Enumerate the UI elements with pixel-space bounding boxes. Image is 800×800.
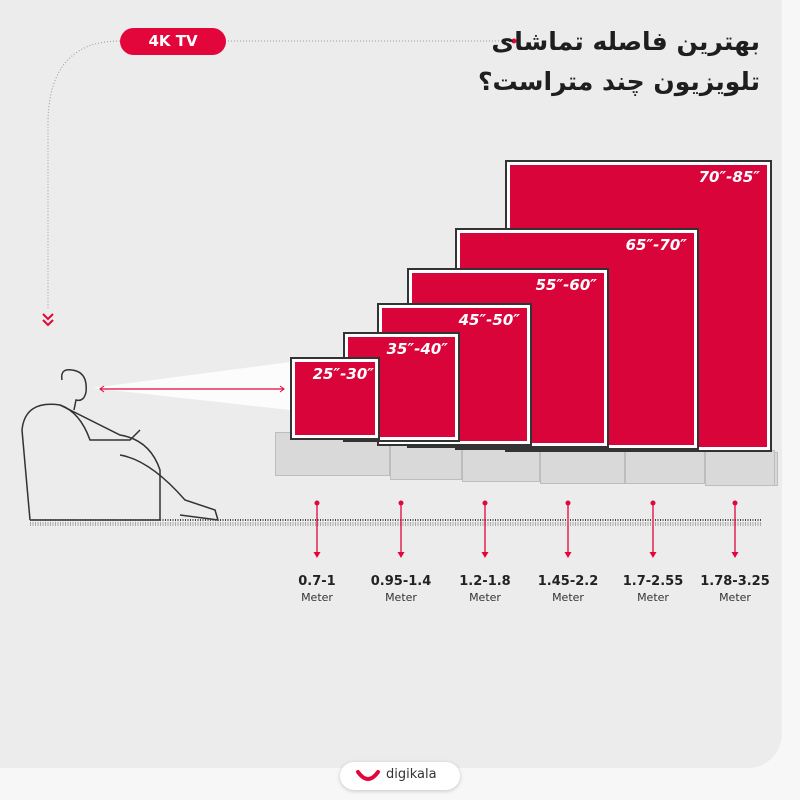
distance-label: 0.7-1 Meter <box>267 574 367 604</box>
distance-arrow <box>313 500 321 558</box>
distance-arrow <box>649 500 657 558</box>
arrow-heads <box>99 385 285 393</box>
distance-unit: Meter <box>469 591 501 604</box>
tv-stand <box>705 450 775 486</box>
title-dot <box>511 38 517 44</box>
distance-label: 1.7-2.55 Meter <box>603 574 703 604</box>
tv-size-label: 70″-85″ <box>698 168 760 186</box>
distance-arrow <box>481 500 489 558</box>
distance-value: 1.2-1.8 <box>459 574 511 589</box>
distance-arrow <box>564 500 572 558</box>
distance-arrow <box>397 500 405 558</box>
distance-label: 1.78-3.25 Meter <box>685 574 785 604</box>
chevron-down-icon <box>42 313 54 327</box>
distance-value: 1.78-3.25 <box>700 574 770 589</box>
tv-size-label: 25″-30″ <box>312 365 374 383</box>
distance-value: 1.45-2.2 <box>537 574 599 589</box>
tv-stand <box>390 442 462 480</box>
distance-value: 0.7-1 <box>298 574 336 589</box>
title-line-2: تلویزیون چند متراست؟ <box>477 67 760 96</box>
4k-tv-badge: 4K TV <box>120 28 226 55</box>
distance-arrows <box>313 500 739 558</box>
tv-25-30: 25″-30″ <box>290 357 380 440</box>
tv-size-label: 55″-60″ <box>535 276 597 294</box>
distance-unit: Meter <box>552 591 584 604</box>
distance-label: 1.45-2.2 Meter <box>518 574 618 604</box>
distance-value: 0.95-1.4 <box>370 574 432 589</box>
distance-unit: Meter <box>719 591 751 604</box>
ruler <box>30 519 762 526</box>
tv-stand <box>625 448 705 484</box>
tv-size-label: 35″-40″ <box>386 340 448 358</box>
distance-label: 1.2-1.8 Meter <box>435 574 535 604</box>
dotted-curve <box>47 40 121 310</box>
page-title: بهترین فاصله تماشای تلویزیون چند متراست؟ <box>478 22 760 102</box>
view-beam <box>92 362 290 410</box>
smile-icon <box>356 770 380 781</box>
distance-value: 1.7-2.55 <box>622 574 684 589</box>
distance-arrow <box>731 500 739 558</box>
digikala-logo: digikala <box>340 762 460 790</box>
title-line-1: بهترین فاصله تماشای <box>491 27 760 56</box>
brand-name: digikala <box>386 767 437 782</box>
tv-size-label: 65″-70″ <box>625 236 687 254</box>
tv-size-label: 45″-50″ <box>458 311 520 329</box>
distance-label: 0.95-1.4 Meter <box>351 574 451 604</box>
distance-unit: Meter <box>385 591 417 604</box>
distance-unit: Meter <box>301 591 333 604</box>
distance-unit: Meter <box>637 591 669 604</box>
